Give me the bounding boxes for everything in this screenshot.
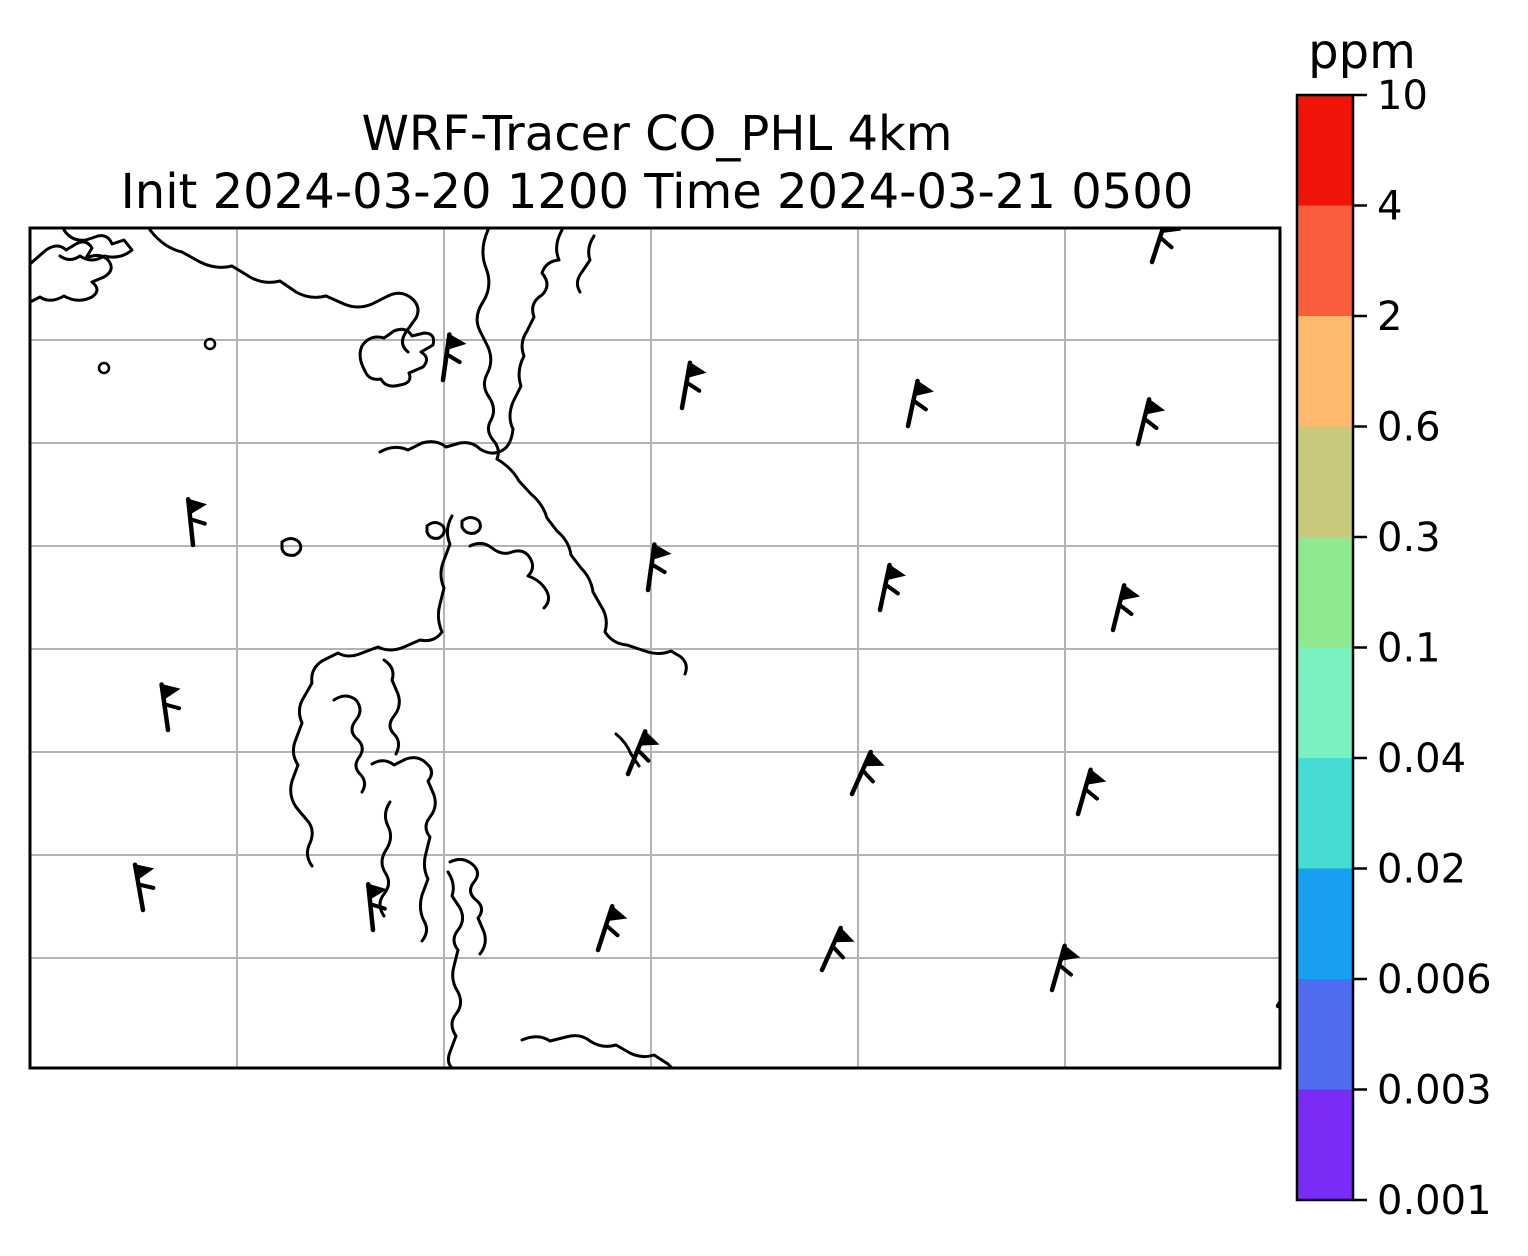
coastline-segment	[148, 228, 328, 299]
calm-wind-marker	[97, 361, 111, 375]
wind-barb	[365, 882, 388, 933]
coastline-segment	[378, 800, 393, 918]
colorbar-tick-label: 0.1	[1377, 626, 1441, 672]
coastline-segment	[58, 228, 134, 262]
colorbar-tick-label: 0.003	[1377, 1068, 1492, 1114]
colorbar-tick-label: 10	[1377, 73, 1428, 119]
wind-barb	[849, 749, 885, 797]
colorbar-segment	[1297, 758, 1353, 870]
coastline-segment	[425, 521, 446, 540]
colorbar-segment	[1297, 1089, 1353, 1201]
colorbar-segment	[1297, 537, 1353, 649]
coastline-segment	[614, 732, 641, 768]
wind-barb	[132, 862, 156, 913]
coastline-segment	[30, 240, 113, 304]
coastline-segment	[446, 870, 465, 1068]
calm-wind-marker	[203, 337, 217, 351]
wind-barb	[1149, 228, 1182, 265]
plot-subtitle: Init 2024-03-20 1200 Time 2024-03-21 050…	[121, 164, 1194, 220]
colorbar-segment	[1297, 979, 1353, 1091]
coastline-segment	[486, 395, 500, 461]
colorbar-tick-label: 0.6	[1377, 405, 1441, 451]
coastline-segment	[358, 327, 436, 388]
colorbar-segment	[1297, 647, 1353, 759]
coastline-segment	[324, 291, 420, 354]
colorbar-tick-label: 0.02	[1377, 847, 1466, 893]
wind-barb	[1110, 583, 1141, 633]
colorbar-tick-label: 2	[1377, 294, 1402, 340]
coastline-segment	[448, 857, 487, 956]
colorbar-tick-label: 0.006	[1377, 957, 1492, 1003]
colorbar-tick-label: 0.3	[1377, 515, 1441, 561]
colorbar-segment	[1297, 868, 1353, 980]
wind-barb	[645, 542, 672, 593]
coastline-segment	[475, 228, 493, 399]
wind-barb	[905, 378, 934, 429]
colorbar-segment	[1297, 426, 1353, 538]
latlon-gridlines	[30, 228, 1280, 1068]
coastline-segment	[378, 427, 515, 455]
map-border	[28, 226, 1282, 1070]
coastlines-layer	[30, 228, 688, 1068]
wind-barb	[1049, 943, 1081, 993]
colorbar-segment	[1297, 205, 1353, 317]
colorbar-tick-label: 4	[1377, 184, 1402, 230]
wind-barb	[877, 562, 906, 613]
coastline-segment	[468, 541, 551, 610]
coastline-segment	[520, 1034, 674, 1068]
plot-title: WRF-Tracer CO_PHL 4km	[361, 106, 952, 162]
colorbar-segment	[1297, 316, 1353, 428]
coastline-segment	[370, 756, 437, 943]
wind-barb	[625, 729, 660, 777]
wind-barb	[1135, 397, 1166, 447]
colorbar-units-label: ppm	[1308, 24, 1416, 80]
coastline-segment	[280, 537, 303, 557]
colorbar-tick-label: 0.001	[1377, 1178, 1492, 1224]
wind-barb	[595, 904, 628, 953]
wind-barb	[679, 360, 707, 411]
coastline-segment	[332, 694, 367, 794]
coastline-segment	[289, 514, 454, 868]
colorbar-segment	[1297, 95, 1353, 207]
colorbar: 10 4 2 0.6 0.3 0.1 0.04 0.02 0.006 0.003 0.001	[1295, 73, 1492, 1224]
wind-barb	[819, 925, 855, 973]
wind-barb	[1075, 767, 1107, 817]
wind-barb	[440, 332, 467, 383]
coastline-segment	[460, 516, 482, 535]
coastline-segment	[508, 228, 564, 431]
coastline-segment	[575, 234, 596, 294]
coastline-segment	[382, 658, 401, 756]
wind-barb	[185, 497, 208, 548]
wind-barbs-layer	[97, 228, 1280, 1009]
wind-barb	[159, 682, 182, 733]
colorbar-tick-label: 0.04	[1377, 736, 1466, 782]
coastline-segment	[495, 457, 688, 676]
